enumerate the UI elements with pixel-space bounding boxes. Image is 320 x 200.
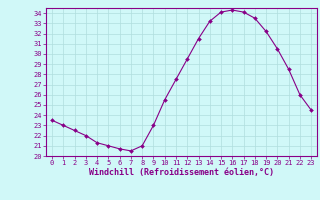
X-axis label: Windchill (Refroidissement éolien,°C): Windchill (Refroidissement éolien,°C) — [89, 168, 274, 177]
